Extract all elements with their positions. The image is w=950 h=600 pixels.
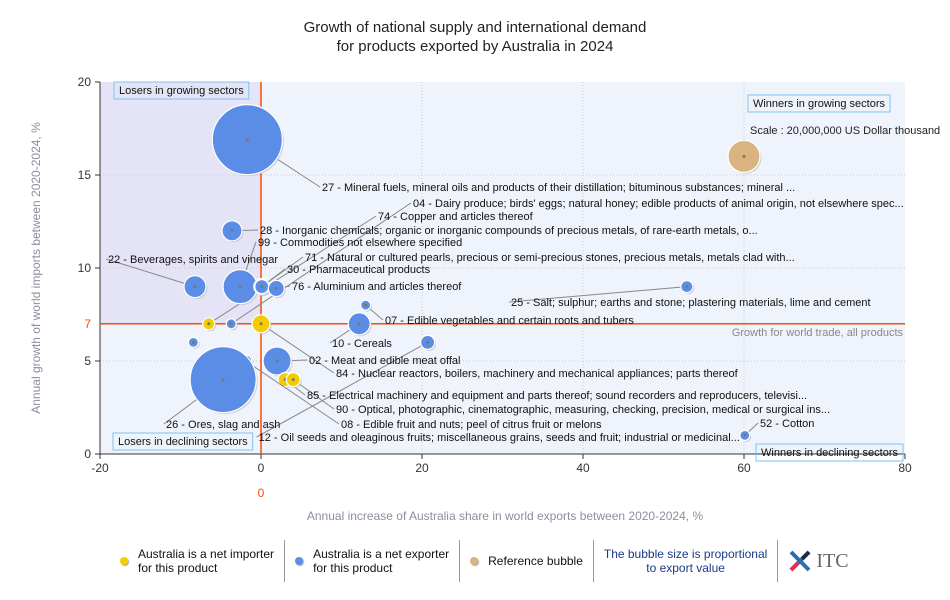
- bubble-chart: Growth of national supply and internatio…: [29, 19, 940, 523]
- leader-line: [245, 360, 340, 425]
- bubble-label: 85 - Electrical machinery and equipment …: [307, 390, 807, 402]
- x-reference-label: 0: [258, 486, 265, 500]
- bubble-label: 22 - Beverages, spirits and vinegar: [108, 254, 278, 266]
- bubble-center: [238, 285, 242, 289]
- bubble-label: 07 - Edible vegetables and certain roots…: [385, 315, 634, 327]
- bubble-label: 30 - Pharmaceutical products: [287, 264, 431, 276]
- legend-exporter-line1: Australia is a net exporter: [313, 547, 450, 561]
- itc-logo-icon: [789, 550, 811, 572]
- chart-title-line2: for products exported by Australia in 20…: [337, 38, 614, 55]
- bubble-center: [229, 322, 233, 326]
- x-tick-label: 0: [258, 461, 265, 475]
- x-tick-label: 40: [576, 461, 590, 475]
- itc-logo-text: ITC: [816, 549, 849, 572]
- bubble-label: 99 - Commodities not elsewhere specified: [258, 237, 462, 249]
- quadrant-top-right-box: [747, 94, 891, 113]
- leader-line: [508, 286, 687, 303]
- bubble-label: 12 - Oil seeds and oleaginous fruits; mi…: [259, 432, 740, 444]
- legend-note: The bubble size is proportional to export…: [594, 540, 779, 582]
- bubble-label: 10 - Cereals: [332, 338, 392, 350]
- bubble-label: 90 - Optical, photographic, cinematograp…: [336, 404, 830, 416]
- leader-line: [208, 215, 377, 325]
- y-tick-label: 10: [78, 261, 92, 275]
- bubble-center: [230, 229, 234, 233]
- bubble-center: [245, 138, 249, 142]
- bubble-label: 84 - Nuclear reactors, boilers, machiner…: [336, 368, 739, 380]
- y-tick-label: 0: [84, 447, 91, 461]
- quadrant-bottom-right: Winners in declining sectors: [761, 447, 898, 459]
- bubble-center: [191, 340, 195, 344]
- bubble-label: 08 - Edible fruit and nuts; peel of citr…: [341, 419, 602, 431]
- bubble-center: [259, 322, 263, 326]
- x-axis-label: Annual increase of Australia share in wo…: [307, 509, 704, 523]
- y-reference-label: 7: [84, 317, 91, 331]
- importer-dot-icon: [120, 557, 128, 565]
- y-tick-label: 20: [78, 75, 92, 89]
- y-tick-label: 15: [78, 168, 92, 182]
- bubble-label: 27 - Mineral fuels, mineral oils and pro…: [322, 182, 795, 194]
- bubble-center: [193, 285, 197, 289]
- leader-line: [256, 341, 428, 438]
- legend-exporter-line2: for this product: [313, 561, 393, 575]
- x-tick-label: 60: [737, 461, 751, 475]
- x-tick-label: -20: [91, 461, 109, 475]
- bubble-center: [260, 285, 264, 289]
- legend-note-line1: The bubble size is proportional: [603, 547, 768, 561]
- y-axis-label: Annual growth of world imports between 2…: [29, 122, 43, 414]
- quadrant-bottom-left-box: [112, 432, 254, 451]
- bubble-label: 26 - Ores, slag and ash: [166, 419, 280, 431]
- world-growth-label: Growth for world trade, all products: [732, 327, 904, 339]
- exporter-dot-icon: [295, 557, 304, 565]
- bubble-label: 28 - Inorganic chemicals; organic or ino…: [260, 225, 758, 237]
- scale-label: Scale : 20,000,000 US Dollar thousand: [750, 125, 940, 137]
- legend-note-line2: to export value: [646, 561, 725, 575]
- quadrant-top-left-box: [113, 81, 250, 100]
- x-tick-label: 80: [898, 461, 912, 475]
- leader-line: [230, 202, 412, 325]
- legend: Australia is a net importer for this prod…: [110, 540, 859, 582]
- bubble-center: [742, 154, 746, 158]
- itc-logo: ITC: [778, 540, 858, 582]
- x-tick-label: 20: [415, 461, 429, 475]
- quadrant-bottom-left: Losers in declining sectors: [118, 436, 248, 448]
- quadrant-top-left: Losers in growing sectors: [119, 85, 244, 97]
- bubble-center: [207, 322, 211, 326]
- y-tick-label: 5: [84, 354, 91, 368]
- bubble-label: 04 - Dairy produce; birds' eggs; natural…: [413, 198, 904, 210]
- reference-dot-icon: [470, 557, 479, 565]
- leader-line: [105, 258, 196, 288]
- bubble-center: [426, 340, 430, 344]
- legend-importer: Australia is a net importer for this prod…: [110, 540, 286, 582]
- bubble-center: [685, 285, 689, 289]
- bubble-label: 76 - Aluminium and articles thereof: [292, 281, 462, 293]
- legend-importer-line2: for this product: [138, 561, 218, 575]
- chart-title-line1: Growth of national supply and internatio…: [304, 19, 647, 36]
- bubble-label: 25 - Salt; sulphur; earths and stone; pl…: [511, 297, 871, 309]
- bubble-center: [364, 303, 368, 307]
- quadrant-bottom-right-box: [755, 443, 904, 462]
- bubble-label: 02 - Meat and edible meat offal: [309, 355, 460, 367]
- bubble-label: 52 - Cotton: [760, 418, 814, 430]
- bubble-center: [221, 378, 225, 382]
- legend-reference: Reference bubble: [460, 540, 594, 582]
- bubble-center: [743, 433, 747, 437]
- bubble-label: 74 - Copper and articles thereof: [378, 211, 534, 223]
- legend-exporter: Australia is a net exporter for this prod…: [285, 540, 461, 582]
- leader-line: [260, 323, 335, 374]
- legend-reference-label: Reference bubble: [488, 554, 583, 568]
- bubble-center: [275, 359, 279, 363]
- quadrant-top-right: Winners in growing sectors: [753, 98, 886, 110]
- bubble-label: 71 - Natural or cultured pearls, preciou…: [305, 252, 795, 264]
- bubble-center: [357, 322, 361, 326]
- bubble-center: [291, 378, 295, 382]
- bubble-center: [274, 286, 278, 290]
- legend-importer-line1: Australia is a net importer: [138, 547, 275, 561]
